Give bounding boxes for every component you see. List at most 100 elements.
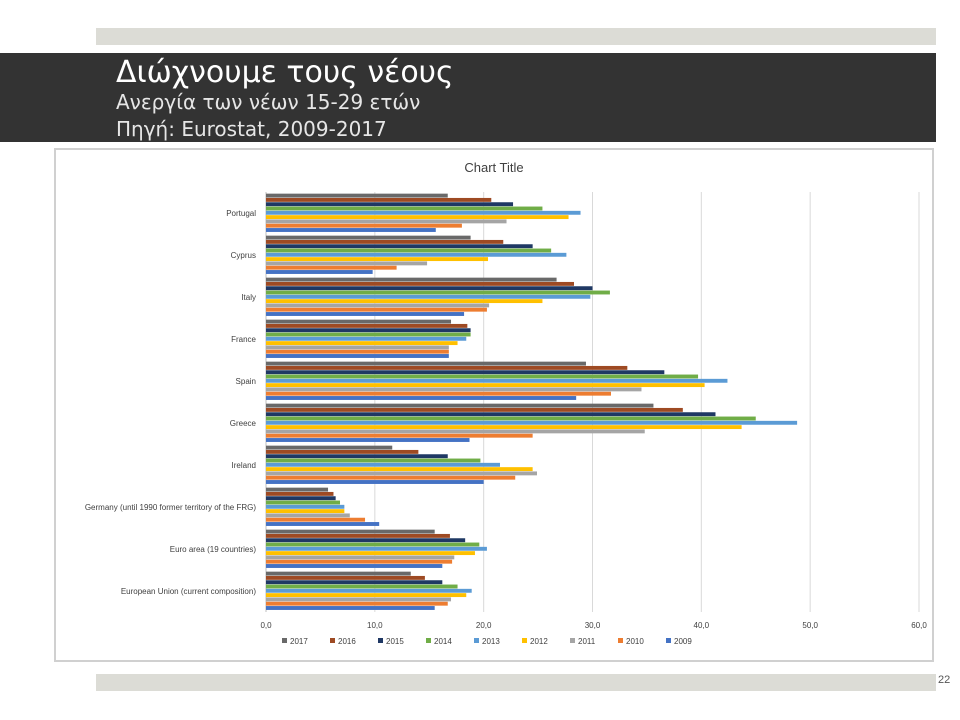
bar-2011 xyxy=(266,303,490,308)
bar-2011 xyxy=(266,429,645,434)
bar-2014 xyxy=(266,374,699,379)
bar-2017 xyxy=(266,361,586,366)
bar-2011 xyxy=(266,261,428,266)
bar-2016 xyxy=(266,407,683,412)
bar-2017 xyxy=(266,571,411,576)
x-tick-label: 30,0 xyxy=(585,621,601,630)
legend-label: 2013 xyxy=(482,637,500,646)
bar-2013 xyxy=(266,252,567,257)
legend-label: 2011 xyxy=(578,637,596,646)
legend-swatch-2009 xyxy=(666,638,671,643)
chart-frame: Chart Title Portugal Cyprus Italy France Spa… xyxy=(54,148,934,662)
bar-2017 xyxy=(266,277,557,282)
bar-2011 xyxy=(266,345,449,350)
bar-2011 xyxy=(266,471,537,476)
bar-2017 xyxy=(266,487,329,492)
bar-2010 xyxy=(266,517,366,522)
bar-2017 xyxy=(266,193,448,198)
bar-2014 xyxy=(266,542,480,547)
category-label: Spain xyxy=(236,377,256,386)
bar-2014 xyxy=(266,290,610,295)
top-decorative-band xyxy=(96,28,936,45)
bar-2014 xyxy=(266,206,543,211)
bar-2010 xyxy=(266,559,453,564)
bar-2009 xyxy=(266,396,577,400)
category-label: Euro area (19 countries) xyxy=(170,545,257,554)
bar-2014 xyxy=(266,332,471,337)
category-label: Ireland xyxy=(232,461,256,470)
bar-2009 xyxy=(266,480,484,484)
bar-2014 xyxy=(266,248,552,253)
bar-2009 xyxy=(266,564,443,568)
bar-2017 xyxy=(266,529,435,534)
bar-2017 xyxy=(266,403,654,408)
bar-2012 xyxy=(266,383,705,388)
bar-2009 xyxy=(266,312,465,316)
bar-2014 xyxy=(266,458,481,463)
bar-2013 xyxy=(266,504,345,509)
bar-2016 xyxy=(266,449,419,454)
bar-2012 xyxy=(266,257,489,262)
legend: 2017 2016 2015 2014 2013 2012 2011 2010 2009 xyxy=(282,637,692,646)
legend-label: 2012 xyxy=(530,637,548,646)
bar-2013 xyxy=(266,546,487,551)
x-tick-label: 60,0 xyxy=(911,621,927,630)
bar-2017 xyxy=(266,319,452,324)
bar-2013 xyxy=(266,420,798,425)
bar-2014 xyxy=(266,500,341,505)
x-tick-label: 0,0 xyxy=(260,621,272,630)
bar-2010 xyxy=(266,265,397,270)
category-label: Germany (until 1990 former territory of … xyxy=(85,503,257,512)
legend-label: 2010 xyxy=(626,637,644,646)
bar-2015 xyxy=(266,496,336,501)
bar-2013 xyxy=(266,210,581,215)
legend-swatch-2014 xyxy=(426,638,431,643)
bar-2015 xyxy=(266,454,448,459)
bar-2013 xyxy=(266,294,591,299)
slide-subtitle-line1: Ανεργία των νέων 15-29 ετών xyxy=(116,90,421,114)
bar-2009 xyxy=(266,354,449,358)
bar-2012 xyxy=(266,509,345,514)
bar-2014 xyxy=(266,584,458,589)
bar-2017 xyxy=(266,235,471,240)
legend-label: 2015 xyxy=(386,637,404,646)
bar-2016 xyxy=(266,239,504,244)
category-labels: Portugal Cyprus Italy France Spain Greece Irel… xyxy=(85,209,257,596)
bar-2009 xyxy=(266,228,436,232)
bars xyxy=(266,193,798,610)
bar-2012 xyxy=(266,425,742,430)
x-tick-labels: 0,0 10,0 20,0 30,0 40,0 50,0 60,0 xyxy=(260,621,927,630)
legend-swatch-2015 xyxy=(378,638,383,643)
bar-2010 xyxy=(266,349,449,354)
bar-2009 xyxy=(266,606,435,610)
bar-2016 xyxy=(266,533,450,538)
legend-swatch-2016 xyxy=(330,638,335,643)
bar-2012 xyxy=(266,341,458,346)
legend-label: 2017 xyxy=(290,637,308,646)
bar-2011 xyxy=(266,555,455,560)
bar-2015 xyxy=(266,412,716,417)
category-label: Greece xyxy=(230,419,257,428)
bar-2010 xyxy=(266,433,533,438)
bottom-decorative-band xyxy=(96,674,936,691)
x-tick-label: 50,0 xyxy=(802,621,818,630)
bar-2009 xyxy=(266,522,380,526)
bar-2012 xyxy=(266,215,569,220)
chart-title: Chart Title xyxy=(464,160,523,175)
bar-2015 xyxy=(266,202,514,207)
bar-2011 xyxy=(266,219,507,224)
legend-swatch-2011 xyxy=(570,638,575,643)
bar-2010 xyxy=(266,391,612,396)
legend-label: 2009 xyxy=(674,637,692,646)
bar-2009 xyxy=(266,438,470,442)
bar-2016 xyxy=(266,365,628,370)
bar-2017 xyxy=(266,445,393,450)
category-label: Portugal xyxy=(226,209,256,218)
bar-2013 xyxy=(266,588,472,593)
bar-2016 xyxy=(266,197,492,202)
bar-2012 xyxy=(266,299,543,304)
bar-2013 xyxy=(266,378,728,383)
category-label: France xyxy=(231,335,256,344)
bar-2011 xyxy=(266,387,642,392)
bar-2016 xyxy=(266,281,574,286)
